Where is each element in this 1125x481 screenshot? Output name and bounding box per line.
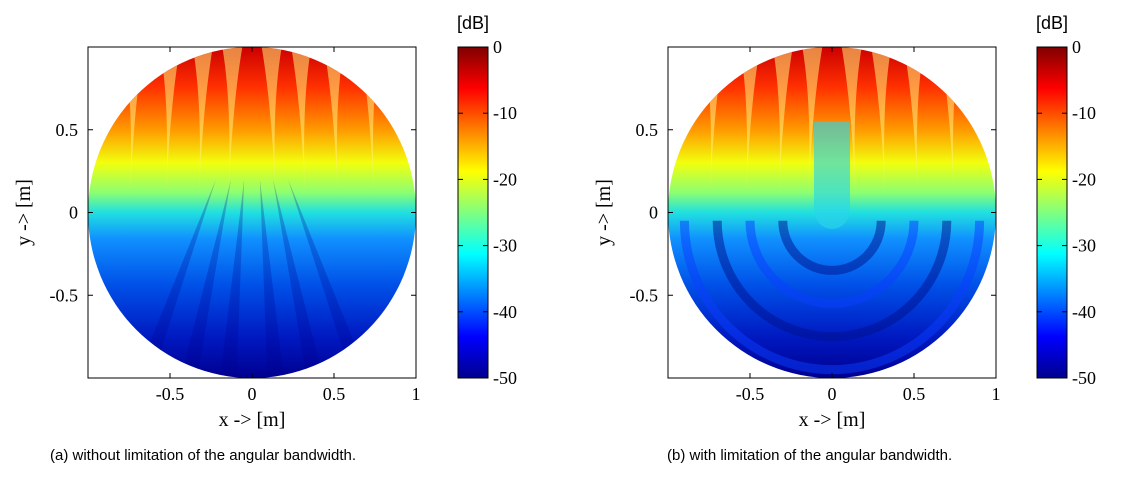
colorbar-unit: [dB]: [457, 13, 489, 33]
streak: [259, 179, 284, 378]
colorbar-tick-label: -30: [493, 236, 517, 256]
field-map: [88, 47, 416, 378]
caption-b: (b) with limitation of the angular bandw…: [667, 447, 953, 464]
x-tick-label: -0.5: [736, 384, 765, 404]
colorbar-tick-label: -20: [1072, 169, 1096, 189]
streak: [288, 179, 369, 378]
center-lobe: [813, 121, 851, 230]
fringe: [291, 47, 312, 197]
radial-streaks: [135, 179, 369, 378]
y-tick-label: -0.5: [50, 285, 79, 305]
y-tick-label: 0.5: [636, 120, 659, 140]
y-axis-label: y -> [m]: [13, 179, 35, 246]
y-tick-label: 0: [69, 203, 78, 223]
streak: [135, 179, 216, 378]
streak: [180, 179, 232, 378]
colorbar-tick-label: 0: [1072, 37, 1081, 57]
caption-a: (a) without limitation of the angular ba…: [50, 447, 357, 464]
panel-b: -0.5 0 0.5 10.50-0.5x -> [m]y -> [m][dB]0-1…: [593, 13, 1096, 431]
arc-3: [712, 220, 952, 342]
colorbar-tick-label: -50: [1072, 368, 1096, 388]
y-tick-label: 0.5: [56, 120, 79, 140]
field-gradient: [88, 47, 416, 378]
x-axis-label: x -> [m]: [799, 409, 866, 431]
fringe: [222, 47, 243, 197]
colorbar-tick-label: -40: [493, 302, 517, 322]
field-map: [668, 47, 996, 378]
fringe: [192, 47, 213, 197]
colorbar-tick-label: -20: [493, 169, 517, 189]
x-tick-label: 0.5: [903, 384, 926, 404]
fringe: [324, 47, 344, 197]
fringe: [261, 47, 282, 197]
colorbar: [1036, 46, 1068, 379]
y-axis-label: y -> [m]: [593, 179, 615, 246]
panel-a: -0.5 0 0.5 10.50-0.5x -> [m]y -> [m][dB]0-1…: [13, 13, 517, 431]
fringe: [802, 47, 823, 197]
arc-4: [679, 220, 985, 375]
colorbar-tick-label: -10: [493, 103, 517, 123]
arc-2: [745, 220, 919, 308]
y-tick-label: -0.5: [630, 285, 659, 305]
y-tick-label: 0: [649, 203, 658, 223]
colorbar: [457, 46, 489, 379]
x-tick-label: -0.5: [156, 384, 185, 404]
colorbar-tick-label: -30: [1072, 236, 1096, 256]
fringe: [871, 47, 892, 197]
colorbar-tick-label: -50: [493, 368, 517, 388]
fringe: [904, 47, 924, 197]
colorbar-tick-label: 0: [493, 37, 502, 57]
x-tick-label: 1: [992, 384, 1001, 404]
x-tick-label: 0: [828, 384, 837, 404]
colorbar-tick-label: -10: [1072, 103, 1096, 123]
x-tick-label: 1: [412, 384, 421, 404]
fringe: [841, 47, 862, 197]
x-axis-label: x -> [m]: [219, 409, 286, 431]
fringes: [123, 47, 381, 197]
concentric-arcs: [679, 121, 985, 375]
x-tick-label: 0.5: [323, 384, 346, 404]
streak: [272, 179, 324, 378]
arc-1: [778, 220, 886, 275]
colorbar-tick-label: -40: [1072, 302, 1096, 322]
fringe: [772, 47, 793, 197]
fringe: [740, 47, 760, 197]
x-tick-label: 0: [248, 384, 257, 404]
colorbar-unit: [dB]: [1036, 13, 1068, 33]
fringe: [160, 47, 180, 197]
streak: [220, 179, 245, 378]
